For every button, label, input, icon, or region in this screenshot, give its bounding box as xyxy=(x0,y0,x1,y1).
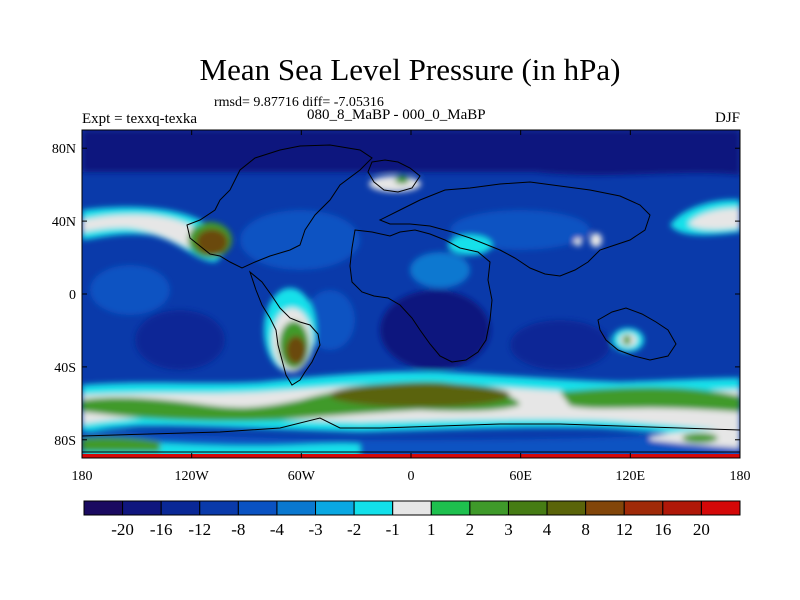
colorbar-label: -4 xyxy=(270,520,285,539)
colorbar-label: 12 xyxy=(616,520,633,539)
colorbar-label: 4 xyxy=(543,520,552,539)
colorbar-swatch xyxy=(199,500,239,516)
lon-tick-label: 180 xyxy=(730,469,751,484)
colorbar-label: -2 xyxy=(347,520,361,539)
lon-tick-label: 60W xyxy=(288,469,316,484)
lat-tick-label: 40S xyxy=(54,361,76,376)
lat-tick-label: 40N xyxy=(52,215,76,230)
colorbar-swatch xyxy=(662,500,702,516)
colorbar-swatch xyxy=(623,500,664,516)
period-label: 080_8_MaBP - 000_0_MaBP xyxy=(307,107,486,123)
lon-tick-label: 60E xyxy=(509,469,532,484)
lon-tick-label: 120E xyxy=(616,469,646,484)
colorbar-swatch xyxy=(353,500,394,516)
latitude-axis: 80N 40N 0 40S 80S xyxy=(52,142,740,449)
pressure-field xyxy=(82,130,740,458)
colorbar-swatch xyxy=(315,500,355,516)
colorbar-swatch xyxy=(392,500,432,516)
colorbar-swatch xyxy=(430,500,471,516)
colorbar-swatch xyxy=(469,500,509,516)
colorbar-swatch xyxy=(276,500,317,516)
colorbar-label: 16 xyxy=(654,520,671,539)
colorbar-swatch xyxy=(546,500,587,516)
map-title: Mean Sea Level Pressure (in hPa) xyxy=(199,52,621,87)
lat-tick-label: 0 xyxy=(69,288,76,303)
lon-tick-label: 180 xyxy=(72,469,93,484)
colorbar-swatch xyxy=(700,500,741,516)
coastline xyxy=(82,144,740,453)
colorbar-label: 20 xyxy=(693,520,710,539)
colorbar-swatch xyxy=(237,500,278,516)
colorbar: -20 -16 -12 -8 -4 -3 -2 -1 1 2 3 4 8 12 16 20 xyxy=(83,500,741,539)
colorbar-label: -20 xyxy=(111,520,134,539)
colorbar-label: 8 xyxy=(581,520,590,539)
lon-tick-label: 0 xyxy=(408,469,415,484)
experiment-label: Expt = texxq-texka xyxy=(82,111,198,127)
colorbar-label: -1 xyxy=(386,520,400,539)
colorbar-swatch xyxy=(585,500,625,516)
colorbar-swatch xyxy=(122,500,162,516)
rmsd-diff-stats: rmsd= 9.87716 diff= -7.05316 xyxy=(214,95,384,110)
colorbar-swatch xyxy=(160,500,201,516)
colorbar-label: -12 xyxy=(188,520,211,539)
colorbar-label: -16 xyxy=(150,520,173,539)
colorbar-label: 3 xyxy=(504,520,513,539)
lat-tick-label: 80S xyxy=(54,434,76,449)
colorbar-label: 2 xyxy=(466,520,475,539)
colorbar-label: -3 xyxy=(308,520,322,539)
lat-tick-label: 80N xyxy=(52,142,76,157)
lon-tick-label: 120W xyxy=(175,469,210,484)
longitude-axis: 180 120W 60W 0 60E 120E 180 xyxy=(72,130,751,484)
colorbar-swatch xyxy=(507,500,548,516)
colorbar-swatch xyxy=(83,500,124,516)
season-label: DJF xyxy=(714,110,740,126)
colorbar-label: 1 xyxy=(427,520,436,539)
colorbar-label: -8 xyxy=(231,520,245,539)
